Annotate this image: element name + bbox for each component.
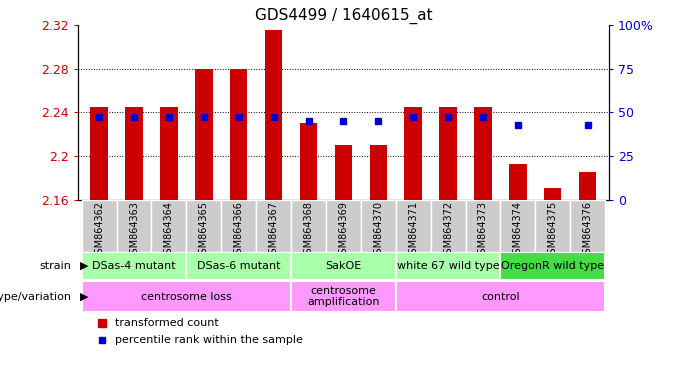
Bar [116, 200, 152, 252]
Bar [396, 252, 500, 280]
Bar [579, 172, 596, 200]
Text: strain: strain [39, 261, 71, 271]
Bar [544, 188, 562, 200]
Text: DSas-6 mutant: DSas-6 mutant [197, 261, 280, 271]
Bar [500, 252, 605, 280]
Text: centrosome loss: centrosome loss [141, 291, 232, 302]
Bar [265, 30, 282, 200]
Bar [291, 252, 396, 280]
Text: ▶: ▶ [80, 291, 88, 302]
Text: GSM864364: GSM864364 [164, 201, 174, 260]
Text: GSM864373: GSM864373 [478, 201, 488, 260]
Bar [160, 107, 177, 200]
Text: GSM864363: GSM864363 [129, 201, 139, 260]
Text: GSM864375: GSM864375 [548, 201, 558, 260]
Bar [186, 252, 291, 280]
Text: ▶: ▶ [80, 261, 88, 271]
Bar [361, 200, 396, 252]
Bar [90, 107, 108, 200]
Bar [509, 164, 526, 200]
Text: centrosome
amplification: centrosome amplification [307, 286, 379, 308]
Bar [369, 145, 387, 200]
Bar [396, 281, 605, 312]
Bar [439, 107, 457, 200]
Bar [405, 107, 422, 200]
Bar [82, 252, 186, 280]
Text: GSM864366: GSM864366 [234, 201, 243, 260]
Bar [230, 69, 248, 200]
Bar [335, 145, 352, 200]
Bar [291, 281, 396, 312]
Text: GSM864376: GSM864376 [583, 201, 593, 260]
Bar [326, 200, 361, 252]
Text: GSM864374: GSM864374 [513, 201, 523, 260]
Text: genotype/variation: genotype/variation [0, 291, 71, 302]
Bar [535, 200, 571, 252]
Bar [474, 107, 492, 200]
Text: GSM864371: GSM864371 [408, 201, 418, 260]
Text: GSM864370: GSM864370 [373, 201, 384, 260]
Bar [466, 200, 500, 252]
Bar [82, 281, 291, 312]
Bar [396, 200, 430, 252]
Bar [500, 200, 535, 252]
Text: OregonR wild type: OregonR wild type [501, 261, 605, 271]
Text: white 67 wild type: white 67 wild type [396, 261, 499, 271]
Text: GSM864365: GSM864365 [199, 201, 209, 260]
Text: control: control [481, 291, 520, 302]
Title: GDS4499 / 1640615_at: GDS4499 / 1640615_at [254, 7, 432, 23]
Bar [125, 107, 143, 200]
Text: GSM864372: GSM864372 [443, 201, 453, 260]
Bar [186, 200, 221, 252]
Bar [256, 200, 291, 252]
Text: GSM864367: GSM864367 [269, 201, 279, 260]
Text: SakOE: SakOE [325, 261, 362, 271]
Bar [430, 200, 466, 252]
Bar [152, 200, 186, 252]
Bar [82, 200, 116, 252]
Bar [300, 123, 318, 200]
Text: GSM864369: GSM864369 [339, 201, 348, 260]
Text: DSas-4 mutant: DSas-4 mutant [92, 261, 176, 271]
Text: GSM864368: GSM864368 [303, 201, 313, 260]
Text: GSM864362: GSM864362 [94, 201, 104, 260]
Text: transformed count: transformed count [115, 318, 219, 328]
Bar [221, 200, 256, 252]
Bar [571, 200, 605, 252]
Bar [195, 69, 213, 200]
Text: percentile rank within the sample: percentile rank within the sample [115, 335, 303, 345]
Bar [291, 200, 326, 252]
